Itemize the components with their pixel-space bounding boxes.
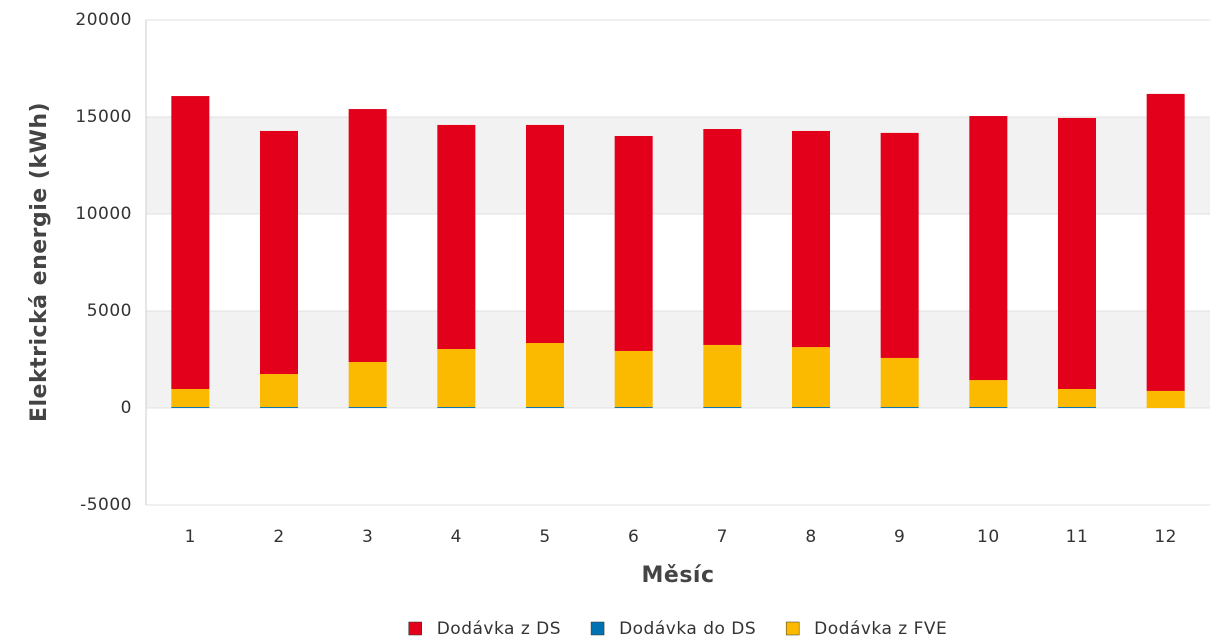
bar — [614, 136, 653, 351]
bar — [1146, 390, 1185, 408]
x-axis-title: Měsíc — [642, 563, 715, 588]
bar — [1058, 388, 1096, 408]
bar — [703, 344, 742, 408]
grid-band — [146, 117, 1210, 214]
bar — [614, 350, 653, 408]
bar — [969, 380, 1008, 408]
bar — [1058, 407, 1096, 408]
y-tick-label: 15000 — [75, 107, 132, 127]
bar — [526, 124, 564, 344]
y-tick-label: 10000 — [75, 204, 132, 224]
bar — [792, 130, 830, 348]
bar — [260, 130, 298, 375]
bar — [348, 109, 387, 363]
legend-label: Dodávka z DS — [437, 619, 561, 639]
x-tick-label: 7 — [717, 527, 728, 547]
bar — [969, 116, 1008, 381]
bar — [348, 407, 387, 408]
bar — [703, 407, 742, 408]
bar — [437, 124, 476, 350]
bar — [880, 357, 919, 408]
bar — [703, 129, 742, 345]
grid-band — [146, 311, 1210, 408]
bar — [260, 407, 298, 408]
bar — [260, 374, 298, 408]
bar — [880, 132, 919, 358]
legend-swatch — [590, 621, 605, 636]
legend-swatch — [785, 621, 800, 636]
x-tick-label: 3 — [362, 527, 373, 547]
bar — [792, 347, 830, 408]
x-tick-label: 8 — [805, 527, 816, 547]
x-tick-label: 6 — [628, 527, 639, 547]
y-axis-title: Elektrická energie (kWh) — [27, 102, 52, 422]
legend-label: Dodávka do DS — [619, 619, 756, 639]
y-tick-label: 20000 — [75, 10, 132, 30]
y-tick-label: -5000 — [80, 495, 132, 515]
bar — [526, 407, 564, 408]
bar — [1058, 117, 1096, 389]
legend-swatch — [408, 621, 422, 636]
bar — [348, 362, 387, 408]
x-tick-label: 5 — [539, 527, 550, 547]
bar — [171, 96, 210, 389]
bar — [171, 388, 210, 408]
bar — [614, 407, 653, 408]
x-tick-label: 9 — [894, 527, 905, 547]
x-tick-label: 2 — [273, 527, 284, 547]
bar — [1146, 93, 1185, 391]
legend-label: Dodávka z FVE — [814, 619, 947, 639]
x-tick-label: 4 — [451, 527, 462, 547]
x-tick-label: 10 — [977, 527, 1000, 547]
bar — [792, 407, 830, 408]
bar — [171, 407, 210, 408]
x-tick-label: 12 — [1154, 527, 1177, 547]
y-tick-label: 0 — [121, 398, 132, 418]
bar — [880, 407, 919, 408]
x-tick-label: 1 — [185, 527, 196, 547]
x-tick-label: 11 — [1066, 527, 1089, 547]
bar — [526, 343, 564, 408]
y-tick-label: 5000 — [87, 301, 132, 321]
bar — [437, 349, 476, 408]
bar — [969, 407, 1008, 408]
bar — [437, 407, 476, 408]
